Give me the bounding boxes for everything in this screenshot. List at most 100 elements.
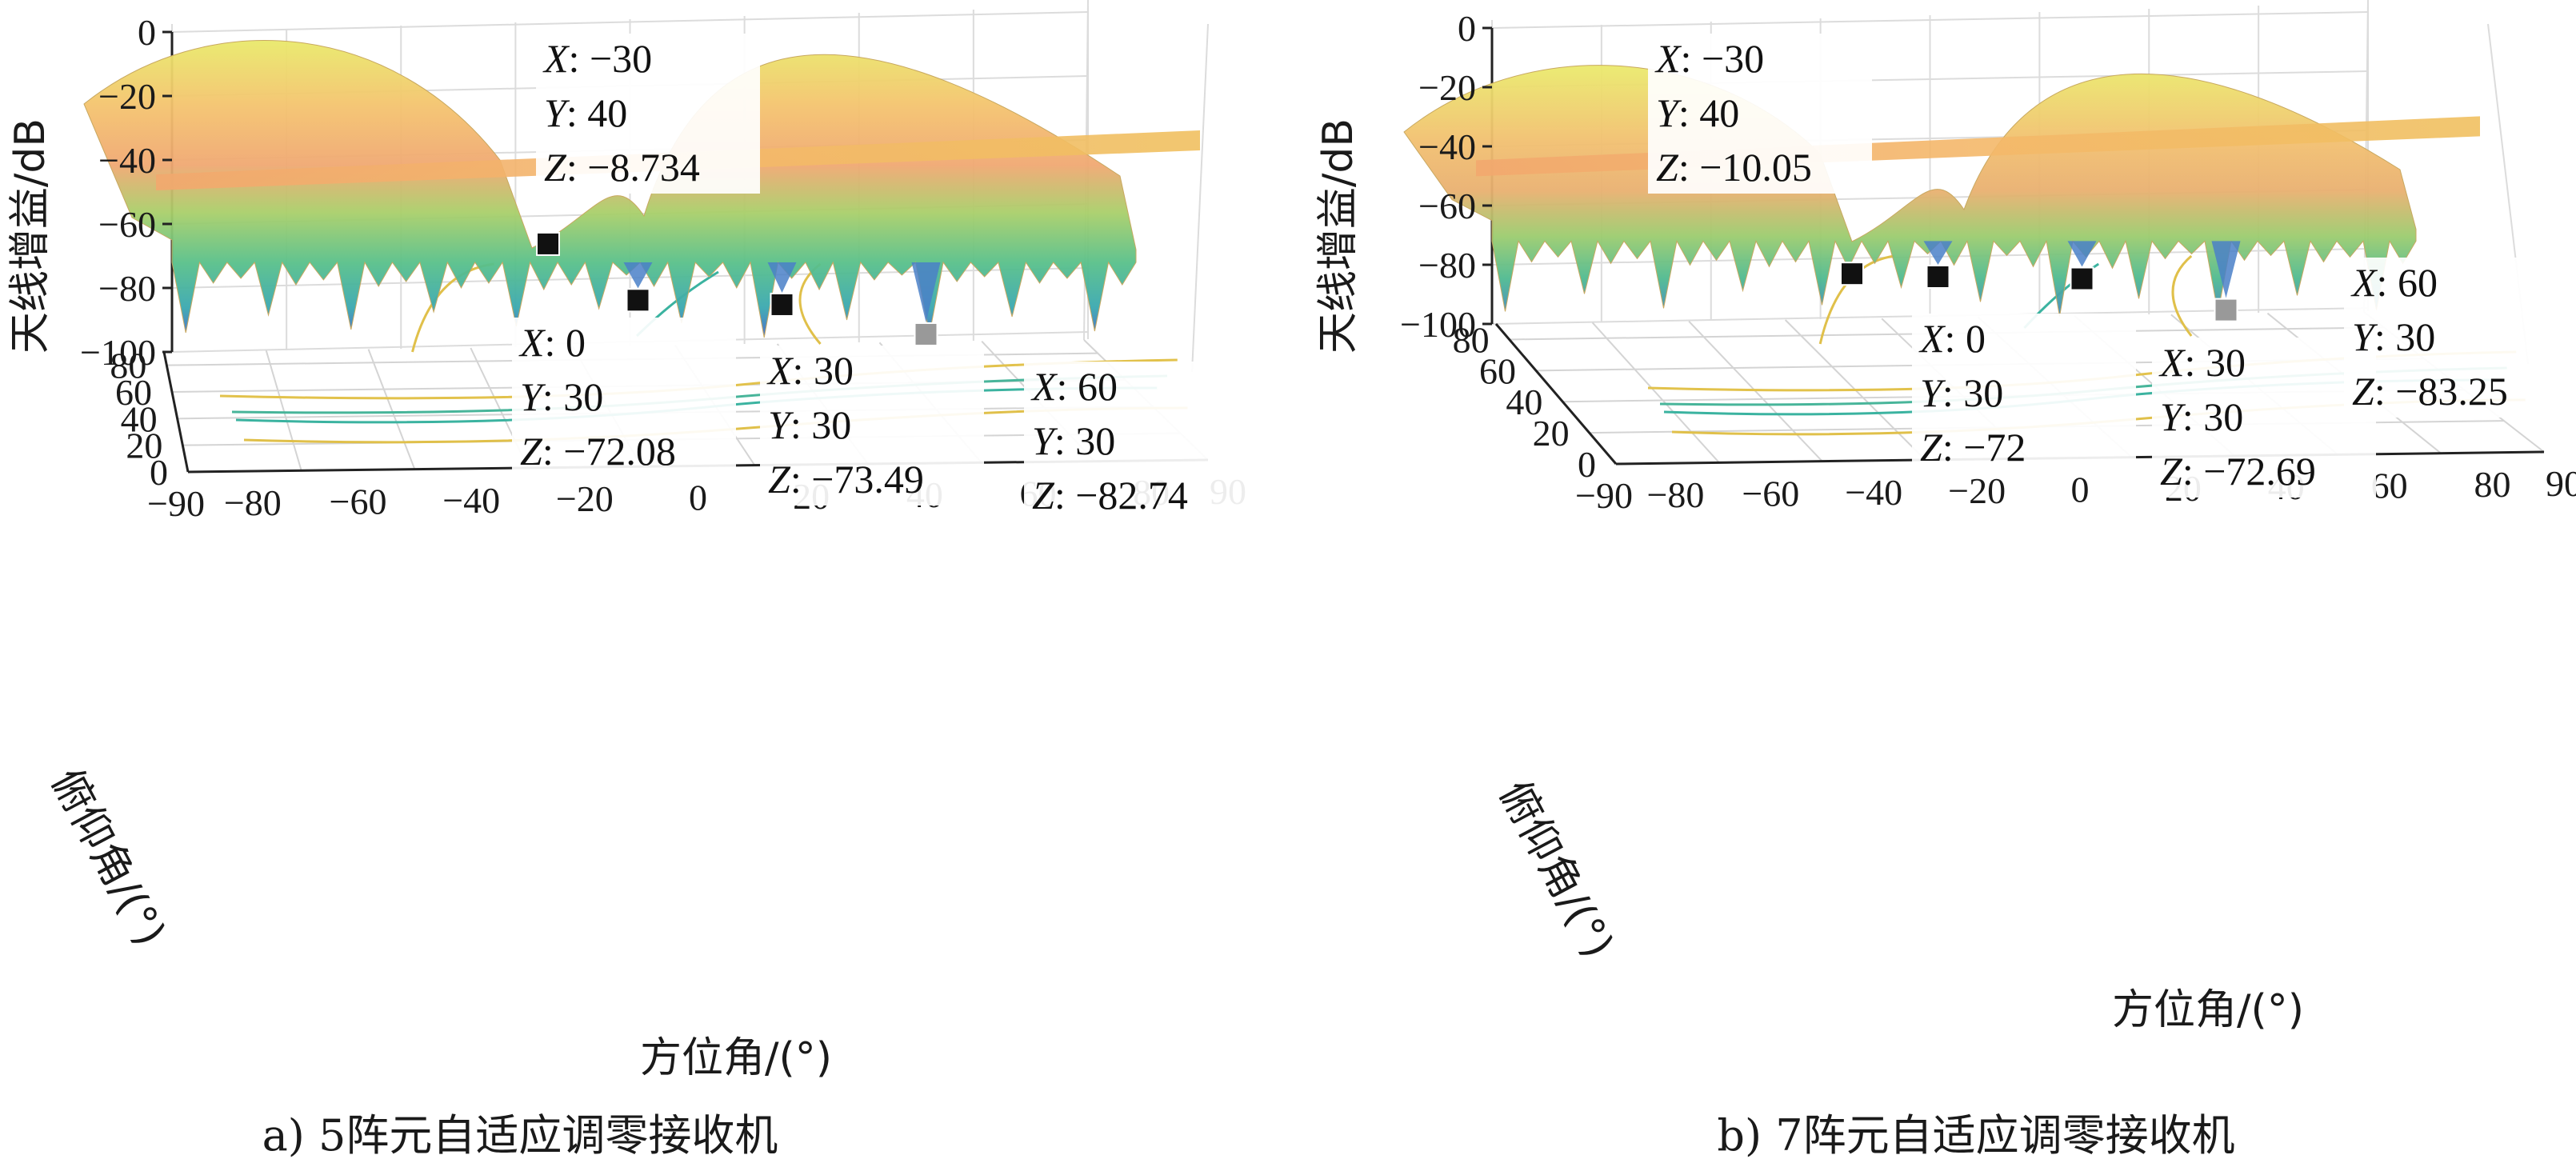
datatip-value: −10.05 [1699,145,1812,190]
datatip-value: 30 [563,374,603,419]
z-tick-label: −20 [98,76,156,117]
datatip-x-line: X: 60 [1030,364,1118,409]
chart-caption: b) 7阵元自适应调零接收机 [1717,1110,2234,1161]
y-tick-label: 40 [121,398,158,439]
datatip-value: 60 [2398,260,2438,305]
datatip-z-line: Z: −72.69 [2160,449,2316,494]
datatip-marker[interactable] [2070,266,2094,291]
datatip-box [1912,314,2136,474]
x-tick-label: −80 [224,482,282,523]
datatip[interactable]: X: −30 Y: 40 Z: −8.734 [536,34,760,256]
datatip-value: 30 [2206,340,2246,385]
datatip-value: −8.734 [587,145,700,190]
datatip[interactable]: X: 60 Y: 30 Z: −82.74 [914,322,1249,522]
x-tick-label: 0 [2071,470,2090,510]
null-spike [623,262,653,289]
x-tick-label: −60 [330,482,387,522]
datatip-y-line: Y: 30 [520,374,603,419]
datatip-marker[interactable] [914,322,938,346]
datatip-y-line: Y: 30 [1920,370,2003,415]
z-axis-label: 天线增益/dB [6,118,54,354]
y-tick-label: 0 [150,452,168,493]
datatip-x-line: X: 0 [1918,316,1986,361]
datatip-y-line: Y: 30 [2160,394,2243,439]
y-axis-line [162,351,190,473]
datatip-marker[interactable] [1926,265,1950,289]
datatip-value: 30 [2395,314,2435,359]
x-tick-label: −90 [1575,475,1633,516]
x-tick-label: 80 [2474,464,2511,505]
datatip-value: −73.49 [811,457,924,502]
datatip-z-line: Z: −10.05 [1656,145,1812,190]
contour-line [2171,254,2193,337]
x-tick-label: −80 [1646,474,1704,515]
x-tick-label: −40 [442,480,500,521]
null-spikes [623,262,941,322]
datatip-box [2152,338,2376,498]
datatip-x-line: X: −30 [542,36,652,81]
datatip[interactable]: X: 30 Y: 30 Z: −72.69 [2070,266,2377,498]
x-tick-label: 0 [689,478,707,518]
null-spike [911,262,941,322]
datatip-marker[interactable] [770,292,794,317]
null-spike [1923,241,1953,265]
datatip-value: 0 [1966,316,1986,361]
datatip-x-line: X: −30 [1654,36,1764,81]
x-tick-label: 90 [2546,463,2576,504]
z-tick-label: −20 [1418,67,1476,108]
datatip-y-line: Y: 30 [1032,418,1115,463]
datatip[interactable]: X: 60 Y: 30 Z: −83.25 [2214,258,2569,418]
datatip-value: −72 [1963,425,2026,470]
z-tick-label: −60 [1418,186,1476,226]
null-spike [2211,241,2241,298]
z-tick-label: −80 [98,268,156,309]
x-tick-label: −20 [556,478,614,519]
z-axis-label: 天线增益/dB [1314,118,1362,354]
datatip-z-line: Z: −72 [1920,425,2026,470]
z-tick-label: 0 [1458,8,1476,49]
datatip-value: −72.69 [2203,449,2316,494]
y-tick-label: 40 [1506,382,1542,422]
datatip-marker[interactable] [1840,262,1864,286]
datatip-z-line: Z: −8.734 [544,145,700,190]
datatip-value: −72.08 [563,429,676,474]
datatip-value: 40 [1699,90,1739,135]
gain-surface [1403,65,2417,317]
datatip-value: 30 [811,402,851,447]
datatip-box [760,346,984,506]
null-spikes [1923,241,2241,298]
x-tick-label: −90 [147,483,205,524]
datatip-z-line: Z: −72.08 [520,429,676,474]
datatip[interactable]: X: 0 Y: 30 Z: −72 [1912,265,2136,474]
datatip-box [1024,362,1248,522]
datatip-value: −83.25 [2395,369,2508,414]
datatip-marker[interactable] [626,288,650,313]
datatip-y-line: Y: 30 [2352,314,2435,359]
datatip[interactable]: X: 0 Y: 30 Z: −72.08 [512,288,736,478]
datatip-box [1648,34,1872,194]
datatip-value: 0 [566,320,586,365]
datatip-value: 30 [2203,394,2243,439]
floor-grid-line [1688,320,1823,462]
gain-surface [83,40,1137,338]
x-tick-label: −20 [1948,470,2006,511]
y-axis-line [1494,323,1618,465]
datatip[interactable]: X: 30 Y: 30 Z: −73.49 [760,292,984,506]
z-ticks: 0 −20 −40 −60 −80 −100 [1400,8,1492,345]
datatip-marker[interactable] [2214,298,2238,322]
datatip[interactable]: X: −30 Y: 40 Z: −10.05 [1648,34,1872,286]
datatip-marker[interactable] [536,231,560,256]
y-tick-label: 60 [1479,350,1516,391]
z-tick-label: −40 [98,140,156,181]
x-tick-label: −40 [1845,472,1902,513]
datatip-box [512,318,736,478]
datatips: X: −30 Y: 40 Z: −10.05 X: 0 Y: 30 Z: −72 X: 30… [1648,34,2568,498]
chart-caption: a) 5阵元自适应调零接收机 [262,1110,778,1161]
datatip-value: 30 [1075,418,1115,463]
z-ticks: 0 −20 −40 −60 −80 −100 [80,12,172,373]
z-tick-label: −80 [1418,245,1476,286]
